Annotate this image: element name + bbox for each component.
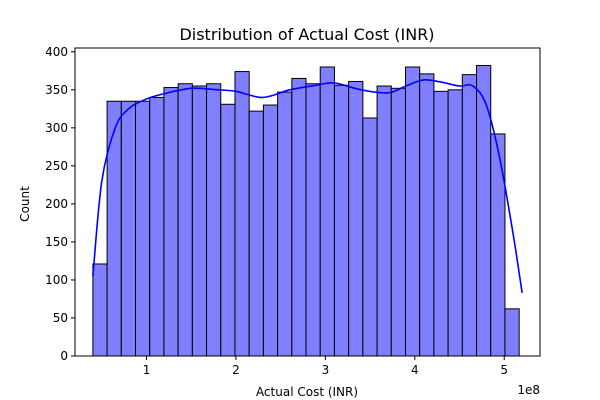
- y-axis-label: Count: [18, 186, 32, 222]
- histogram-bar: [92, 263, 108, 357]
- histogram-bar: [504, 308, 520, 357]
- x-tick-label: 5: [500, 363, 508, 377]
- histogram-bar: [206, 83, 222, 357]
- histogram-bar: [177, 83, 193, 357]
- x-axis-ticks: 1 2 3 4 5: [143, 356, 508, 377]
- histogram-bar: [305, 83, 321, 357]
- histogram-bar: [404, 66, 421, 357]
- histogram-bar: [376, 85, 392, 357]
- histogram-bar: [135, 100, 151, 357]
- x-tick-label: 1: [143, 363, 151, 377]
- histogram-bar: [348, 80, 364, 357]
- histogram-bar: [433, 90, 449, 357]
- y-tick-label: 300: [45, 121, 68, 135]
- x-axis-offset-label: 1e8: [517, 383, 540, 397]
- histogram-bar: [476, 64, 492, 357]
- x-axis-label: Actual Cost (INR): [256, 385, 358, 399]
- y-tick-label: 150: [45, 235, 68, 249]
- y-tick-label: 0: [60, 349, 68, 363]
- y-tick-label: 400: [45, 45, 68, 59]
- kde-curve: [92, 79, 523, 293]
- histogram-bar: [120, 100, 137, 357]
- axes-frame: [74, 47, 541, 357]
- histogram-bar: [220, 103, 236, 357]
- histogram-bar: [149, 96, 165, 357]
- y-tick-label: 350: [45, 83, 68, 97]
- histogram-bar: [362, 117, 378, 357]
- histogram-bar: [191, 85, 208, 357]
- y-tick-label: 250: [45, 159, 68, 173]
- x-tick-label: 2: [232, 363, 240, 377]
- histogram-bar: [319, 66, 335, 357]
- chart-title: Distribution of Actual Cost (INR): [179, 25, 434, 44]
- histogram-bar: [447, 89, 463, 357]
- histogram-bar: [234, 71, 250, 357]
- histogram-bar: [490, 133, 506, 357]
- histogram-bar: [419, 73, 435, 357]
- y-tick-label: 50: [53, 311, 68, 325]
- y-axis-ticks: 0 50 100 150 200 250 300 350 400: [45, 45, 75, 363]
- histogram-bar: [390, 87, 406, 357]
- x-tick-label: 3: [322, 363, 330, 377]
- histogram-bar: [461, 74, 478, 357]
- x-tick-label: 4: [411, 363, 419, 377]
- bars-layer: [92, 64, 520, 357]
- histogram-bar: [277, 91, 293, 357]
- histogram-bar: [262, 104, 279, 357]
- histogram-bar: [248, 110, 264, 357]
- histogram-bar: [333, 84, 350, 357]
- y-tick-label: 100: [45, 273, 68, 287]
- histogram-bar: [163, 87, 179, 357]
- histogram-bar: [291, 77, 307, 357]
- y-tick-label: 200: [45, 197, 68, 211]
- histogram-bar: [106, 100, 122, 357]
